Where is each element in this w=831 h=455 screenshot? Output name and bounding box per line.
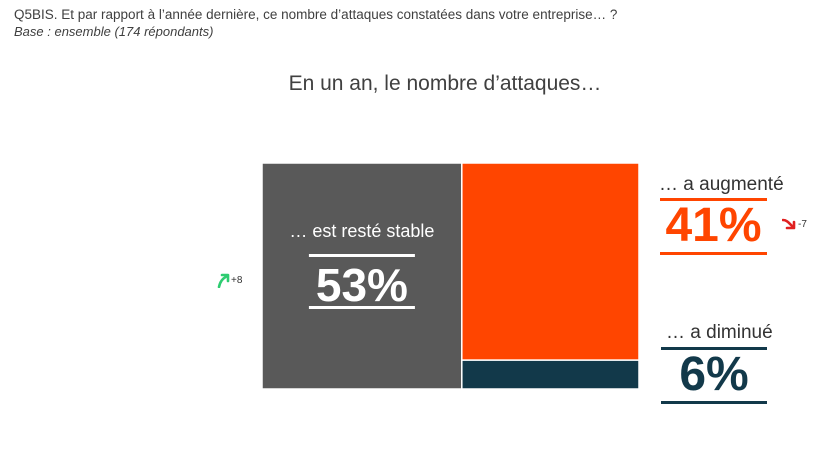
value-diminue: 6%	[679, 348, 749, 401]
rule-diminue-top	[661, 347, 767, 350]
rule-augmente-top	[660, 198, 767, 201]
rect-diminue	[461, 359, 640, 390]
rule-stable-top	[308, 254, 415, 257]
arrow-up-icon	[217, 273, 230, 288]
rule-diminue-bottom	[661, 401, 767, 404]
rule-stable-bottom	[308, 306, 415, 309]
label-augmente: … a augmenté	[659, 174, 784, 195]
question-text: Q5BIS. Et par rapport à l’année dernière…	[14, 7, 618, 22]
base-text: Base : ensemble (174 répondants)	[14, 24, 214, 39]
trend-augmente-value: -7	[798, 218, 807, 230]
label-stable: … est resté stable	[289, 221, 434, 241]
chart-title: En un an, le nombre d’attaques…	[288, 72, 602, 95]
trend-augmente: -7	[782, 218, 807, 230]
trend-stable-value: +8	[231, 274, 243, 286]
rect-augmente	[461, 162, 640, 361]
rect-stable	[261, 162, 463, 390]
arrow-down-icon	[782, 218, 796, 230]
value-augmente: 41%	[665, 199, 762, 252]
rule-augmente-bottom	[660, 252, 767, 255]
label-diminue: … a diminué	[666, 322, 773, 343]
trend-stable: +8	[217, 272, 242, 288]
value-stable: 53%	[316, 259, 408, 311]
